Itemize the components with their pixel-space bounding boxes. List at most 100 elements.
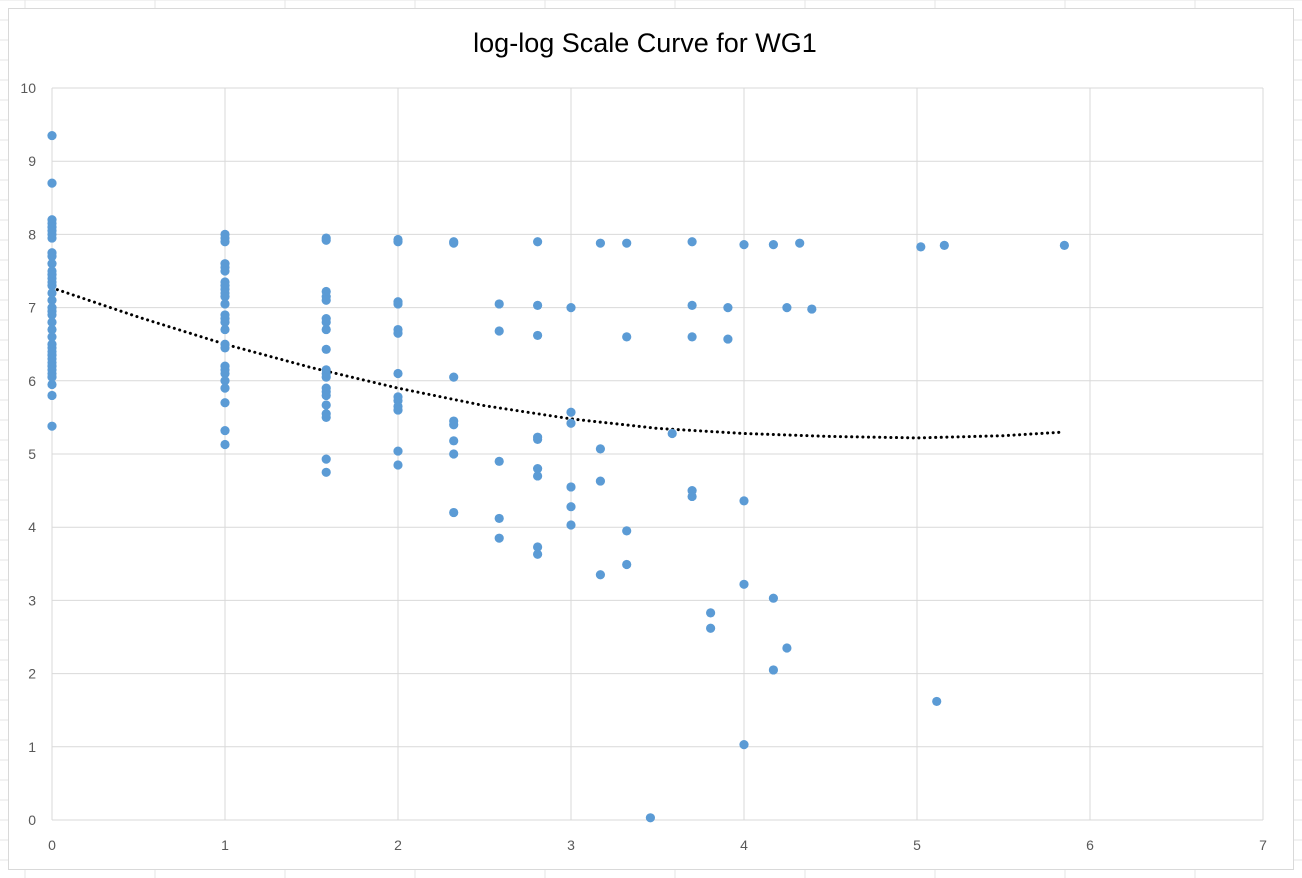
data-point <box>220 368 230 379</box>
data-point <box>393 405 403 415</box>
data-point <box>321 324 331 335</box>
data-point <box>739 496 749 506</box>
data-point <box>449 507 459 518</box>
data-point <box>916 242 926 252</box>
data-point <box>1059 240 1069 250</box>
y-tick-label: 0 <box>28 812 36 828</box>
data-point <box>723 334 733 344</box>
data-point <box>321 372 331 382</box>
data-point <box>706 623 716 633</box>
data-point <box>533 300 543 311</box>
data-point <box>220 383 230 393</box>
data-point <box>393 460 403 470</box>
data-point <box>768 665 779 675</box>
trendline-layer <box>50 286 1066 440</box>
data-point <box>220 317 230 327</box>
y-tick-label: 8 <box>28 226 36 242</box>
data-point <box>494 299 504 309</box>
data-point <box>595 444 606 454</box>
data-point <box>449 420 459 430</box>
data-point <box>321 412 331 422</box>
data-point <box>321 235 331 245</box>
data-point <box>595 238 606 248</box>
x-tick-label: 2 <box>394 837 402 853</box>
data-point <box>220 398 230 408</box>
x-tick-label: 6 <box>1086 837 1094 853</box>
data-point <box>739 579 749 589</box>
data-point <box>220 425 230 436</box>
data-point <box>321 400 331 410</box>
data-point <box>667 428 677 439</box>
chart-area[interactable] <box>8 8 1294 870</box>
data-point <box>687 237 697 247</box>
data-point <box>47 324 57 335</box>
data-point <box>47 130 57 141</box>
data-point <box>321 467 331 477</box>
data-point <box>220 237 230 247</box>
data-point <box>739 240 749 250</box>
data-point <box>47 310 57 320</box>
y-tick-label: 6 <box>28 373 36 389</box>
data-point <box>47 317 57 327</box>
data-point <box>723 303 733 313</box>
data-point <box>566 407 576 417</box>
data-point <box>220 376 230 386</box>
data-point <box>622 526 632 536</box>
data-point <box>566 482 576 492</box>
data-point <box>47 259 57 269</box>
x-tick-label: 5 <box>913 837 921 853</box>
data-point <box>47 251 57 261</box>
data-point <box>494 513 504 524</box>
data-point <box>622 238 632 248</box>
data-point <box>393 299 403 309</box>
data-point <box>782 303 792 313</box>
data-point <box>449 449 459 459</box>
data-point <box>932 696 942 707</box>
data-point <box>494 456 504 466</box>
data-point <box>220 343 230 353</box>
data-point <box>795 238 805 248</box>
data-point <box>220 439 230 450</box>
data-point <box>706 608 716 618</box>
data-point <box>782 643 792 653</box>
x-tick-label: 3 <box>567 837 575 853</box>
chart-title: log-log Scale Curve for WG1 <box>473 28 817 58</box>
data-point <box>449 436 459 446</box>
data-point <box>449 238 459 248</box>
data-point <box>687 332 697 342</box>
data-point <box>393 328 403 338</box>
data-point <box>739 740 749 750</box>
data-point <box>220 292 230 302</box>
y-axis-tick-labels: 0 1 2 3 4 5 6 7 8 9 10 <box>20 80 36 828</box>
x-axis-tick-labels: 0 1 2 3 4 5 6 7 <box>48 837 1267 853</box>
data-point <box>47 281 57 291</box>
y-tick-label: 4 <box>28 519 36 535</box>
data-point <box>393 446 403 456</box>
data-point <box>393 237 403 247</box>
data-point <box>449 372 459 382</box>
y-tick-label: 3 <box>28 592 36 608</box>
data-point <box>566 303 576 313</box>
data-point <box>220 299 230 309</box>
data-point <box>47 332 57 342</box>
y-tick-label: 7 <box>28 300 36 316</box>
data-point <box>533 542 543 552</box>
data-point <box>533 434 543 444</box>
data-point <box>47 178 57 188</box>
y-tick-label: 10 <box>20 80 36 96</box>
data-point <box>393 368 403 379</box>
data-point <box>47 288 57 298</box>
data-point <box>494 326 504 336</box>
data-point <box>645 813 656 823</box>
gridlines <box>51 87 1264 821</box>
data-point <box>533 330 543 341</box>
data-point <box>807 304 817 314</box>
data-point <box>321 317 331 327</box>
data-point <box>494 533 504 543</box>
y-tick-label: 1 <box>28 739 36 755</box>
data-point <box>220 266 230 276</box>
data-point <box>687 300 697 311</box>
trendline <box>50 286 1066 440</box>
data-point <box>595 476 606 486</box>
data-point <box>220 324 230 335</box>
